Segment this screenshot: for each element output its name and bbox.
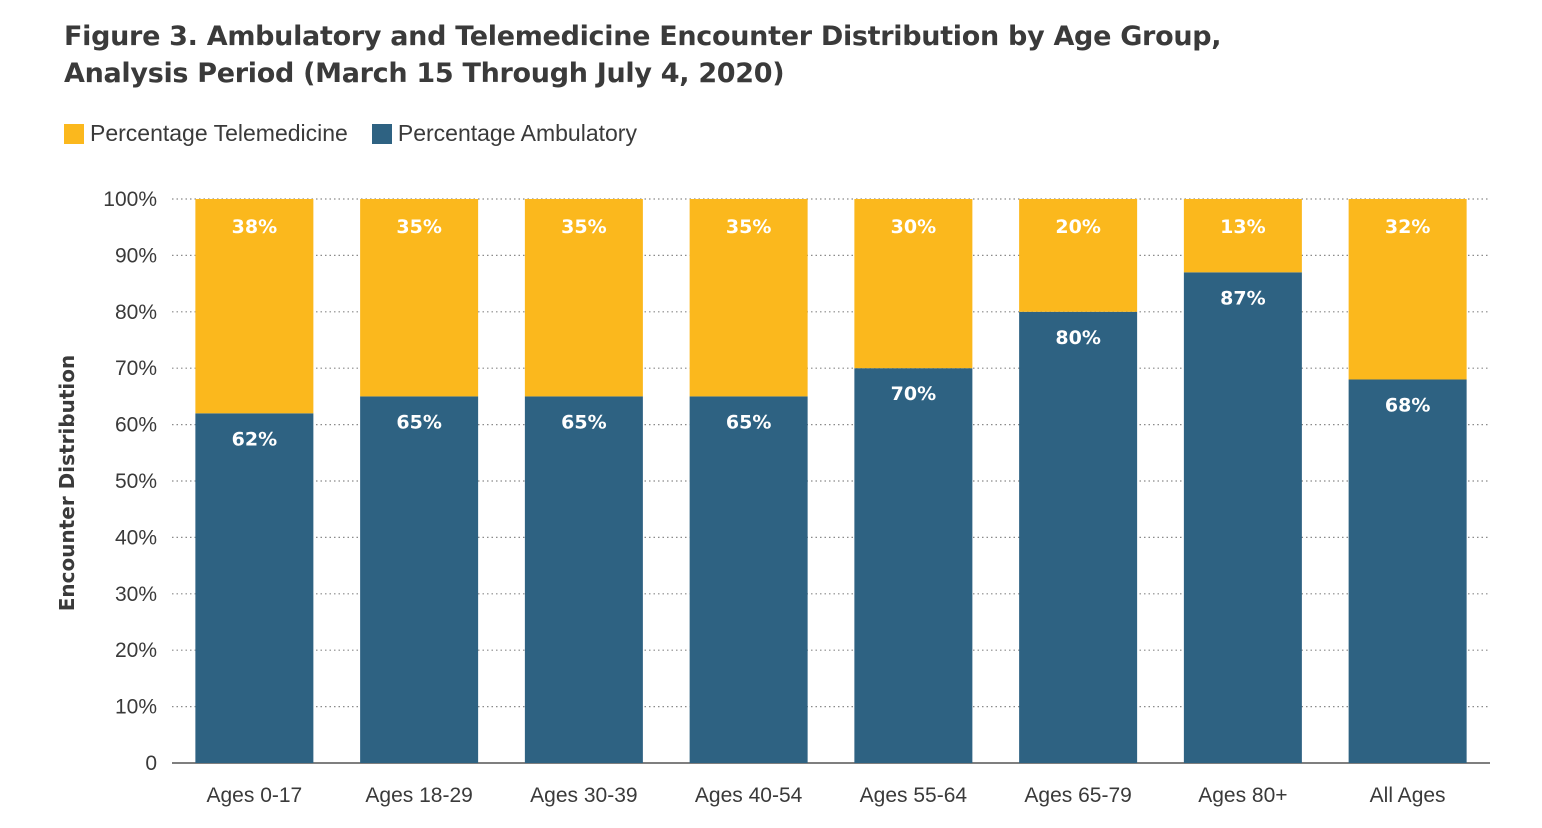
data-label-ambulatory-0: 62%	[232, 428, 277, 450]
bar-ambulatory-0	[195, 413, 314, 763]
data-label-ambulatory-3: 65%	[726, 411, 771, 433]
y-tick-label-30: 30%	[115, 583, 157, 606]
y-tick-label-10: 10%	[115, 696, 157, 719]
legend-swatch-ambulatory	[371, 123, 392, 144]
data-label-telemedicine-0: 38%	[232, 216, 277, 238]
data-label-ambulatory-4: 70%	[891, 383, 936, 405]
bar-ambulatory-6	[1183, 272, 1302, 763]
bar-ambulatory-3	[689, 396, 808, 763]
data-label-telemedicine-5: 20%	[1055, 216, 1100, 238]
x-category-label-7: All Ages	[1370, 784, 1446, 807]
bar-telemedicine-4	[854, 199, 973, 369]
x-category-label-3: Ages 40-54	[695, 784, 803, 807]
chart-legend: Percentage Telemedicine Percentage Ambul…	[64, 120, 661, 147]
bar-ambulatory-2	[524, 396, 643, 763]
x-category-label-5: Ages 65-79	[1024, 784, 1131, 807]
bar-ambulatory-1	[360, 396, 479, 763]
data-label-telemedicine-6: 13%	[1220, 216, 1265, 238]
y-tick-label-80: 80%	[115, 301, 157, 324]
bar-telemedicine-0	[195, 199, 314, 414]
data-label-telemedicine-7: 32%	[1385, 216, 1430, 238]
data-label-ambulatory-7: 68%	[1385, 394, 1430, 416]
bar-ambulatory-5	[1019, 311, 1138, 763]
chart-title-line-2: Analysis Period (March 15 Through July 4…	[64, 58, 785, 89]
data-label-telemedicine-2: 35%	[561, 216, 606, 238]
legend-label-ambulatory: Percentage Ambulatory	[397, 120, 637, 146]
bar-telemedicine-6	[1183, 199, 1302, 273]
y-tick-label-20: 20%	[115, 639, 157, 662]
y-tick-label-70: 70%	[115, 357, 157, 380]
y-tick-label-60: 60%	[115, 414, 157, 437]
y-tick-label-50: 50%	[115, 470, 157, 493]
legend-swatch-telemedicine	[64, 123, 84, 144]
legend-label-telemedicine: Percentage Telemedicine	[90, 120, 348, 146]
bar-telemedicine-3	[689, 199, 808, 397]
x-category-label-2: Ages 30-39	[530, 784, 637, 807]
bar-telemedicine-2	[524, 199, 643, 397]
x-category-label-1: Ages 18-29	[365, 784, 472, 807]
y-tick-label-90: 90%	[115, 244, 157, 267]
y-tick-label-100: 100%	[103, 188, 157, 211]
data-label-telemedicine-1: 35%	[396, 216, 441, 238]
y-tick-label-40: 40%	[115, 526, 157, 549]
legend-item-telemedicine: Percentage Telemedicine	[64, 120, 348, 147]
data-label-ambulatory-6: 87%	[1220, 287, 1265, 309]
bar-telemedicine-7	[1348, 199, 1467, 380]
legend-item-ambulatory: Percentage Ambulatory	[371, 120, 637, 147]
y-tick-label-0: 0	[145, 752, 157, 775]
x-category-label-4: Ages 55-64	[860, 784, 968, 807]
bar-telemedicine-5	[1019, 199, 1138, 312]
data-label-ambulatory-2: 65%	[561, 411, 606, 433]
data-label-ambulatory-5: 80%	[1055, 327, 1100, 349]
chart-title-line-1: Figure 3. Ambulatory and Telemedicine En…	[64, 21, 1222, 52]
bar-telemedicine-1	[360, 199, 479, 397]
y-axis-title: Encounter Distribution	[55, 355, 79, 612]
x-category-label-6: Ages 80+	[1198, 784, 1287, 807]
data-label-telemedicine-4: 30%	[891, 216, 936, 238]
bar-ambulatory-4	[854, 368, 973, 763]
bar-ambulatory-7	[1348, 379, 1467, 763]
chart-title: Figure 3. Ambulatory and Telemedicine En…	[64, 18, 1222, 92]
data-label-telemedicine-3: 35%	[726, 216, 771, 238]
data-label-ambulatory-1: 65%	[396, 411, 441, 433]
x-category-label-0: Ages 0-17	[207, 784, 303, 807]
